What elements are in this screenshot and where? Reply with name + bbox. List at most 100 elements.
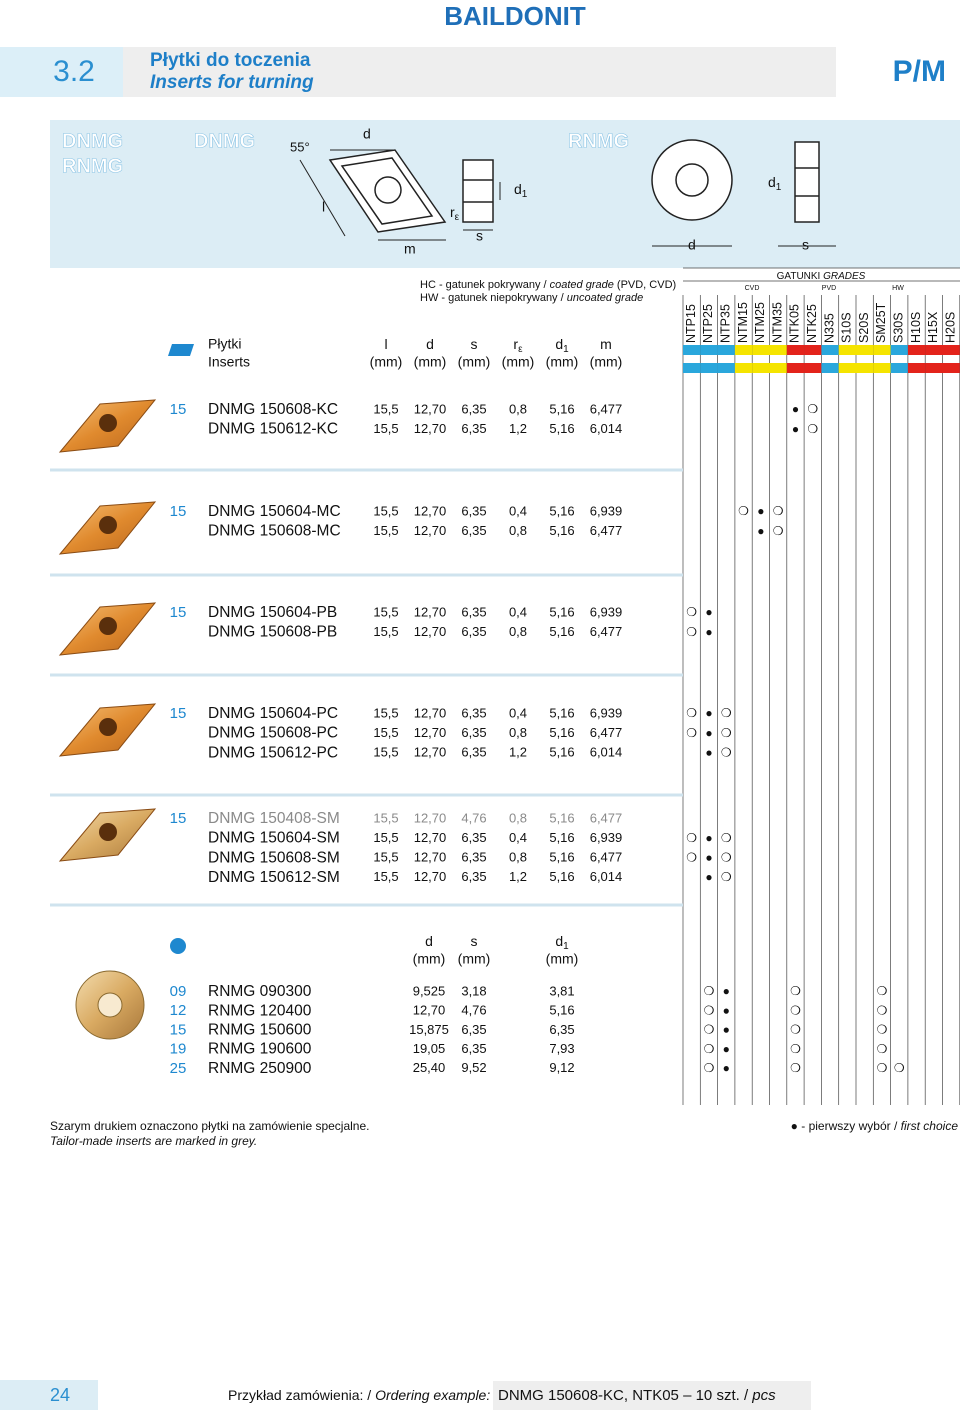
grade-mark: ● (723, 1003, 730, 1017)
dimension-value: 15,5 (373, 624, 398, 639)
grade-mark: ❍ (773, 504, 784, 518)
grade-color (683, 363, 701, 373)
designation: DNMG 150608-SM (208, 849, 340, 866)
dimension-value: 9,525 (413, 983, 446, 998)
inserts-en: Inserts (208, 354, 250, 370)
grade-mark: ● (705, 831, 712, 845)
dim-d1: d1 (514, 181, 528, 200)
grade-name: NTM35 (770, 302, 784, 343)
dimension-value: 12,70 (414, 624, 447, 639)
dimension-value: 12,70 (414, 421, 447, 436)
grade-color (700, 363, 718, 373)
dimension-value: 12,70 (414, 869, 447, 884)
grade-mark: ❍ (721, 870, 732, 884)
grade-color (821, 345, 839, 355)
dimension-value: 12,70 (414, 523, 447, 538)
dimension-value: 15,5 (373, 869, 398, 884)
dimension-value: 1,2 (509, 745, 527, 760)
grade-color (856, 363, 874, 373)
insert-image (58, 602, 157, 656)
designation: RNMG 090300 (208, 983, 312, 1000)
size-label: 12 (170, 1002, 187, 1019)
grade-color (700, 345, 718, 355)
grade-color (907, 363, 926, 373)
size-label: 15 (170, 810, 187, 827)
dimension-value: 12,70 (413, 1003, 446, 1018)
insert-hole (99, 414, 117, 432)
insert-hole (99, 617, 117, 635)
designation: DNMG 150408-SM (208, 810, 340, 827)
dimension-value: 6,014 (590, 745, 623, 760)
dim-header-base: d (425, 933, 433, 949)
designation: RNMG 190600 (208, 1041, 312, 1058)
designation: DNMG 150604-MC (208, 503, 341, 520)
dim-header-sub: 1 (563, 941, 569, 952)
grade-mark: ❍ (721, 850, 732, 864)
dim-l: l (322, 199, 325, 215)
dimension-value: 15,875 (409, 1022, 449, 1037)
grade-color (821, 363, 839, 373)
dimension-value: 0,8 (509, 850, 527, 865)
dimension-value: 5,16 (549, 401, 574, 416)
first-choice-note: ● - pierwszy wybór / first choice (791, 1119, 959, 1133)
grade-mark: ❍ (721, 726, 732, 740)
dim-header-sub: ε (518, 344, 523, 355)
dimension-value: 0,8 (509, 725, 527, 740)
legend-hw: HW - gatunek niepokrywany / uncoated gra… (420, 292, 643, 304)
dim-header-base: s (471, 336, 478, 352)
title-pl: Płytki do toczenia (150, 50, 311, 71)
grade-mark: ● (723, 1061, 730, 1075)
dimension-value: 12,70 (414, 604, 447, 619)
grade-mark: ● (792, 402, 799, 416)
grade-group: HW (892, 285, 904, 292)
dimension-value: 6,939 (590, 705, 623, 720)
grade-name: N335 (822, 313, 836, 343)
size-label: 15 (170, 604, 187, 621)
grade-mark: ❍ (704, 1042, 715, 1056)
grade-name: NTK05 (788, 304, 802, 343)
dimension-value: 0,8 (509, 401, 527, 416)
size-label: 09 (170, 983, 187, 1000)
grade-mark: ● (723, 984, 730, 998)
grade-color (942, 363, 960, 373)
grade-name: NTP35 (719, 304, 733, 343)
page-box (0, 1380, 98, 1410)
dim-r: rε (450, 204, 460, 223)
dim-angle: 55° (290, 139, 310, 154)
grade-mark: ❍ (686, 831, 697, 845)
grade-mark: ❍ (704, 984, 715, 998)
dimension-value: 6,477 (590, 725, 623, 740)
grade-group: CVD (745, 285, 760, 292)
grade-mark: ❍ (704, 1061, 715, 1075)
dimension-value: 12,70 (414, 503, 447, 518)
grade-mark: ❍ (790, 1003, 801, 1017)
dim-s: s (802, 237, 809, 253)
dimension-value: 0,4 (509, 604, 527, 619)
code: P/M (893, 55, 946, 88)
example-label: Przykład zamówienia: / Ordering example: (228, 1387, 490, 1403)
header-band (0, 47, 960, 97)
grade-name: NTM15 (736, 302, 750, 343)
dim-header-base: d (426, 336, 434, 352)
grade-color (752, 363, 770, 373)
grade-color (890, 363, 908, 373)
designation: DNMG 150604-PC (208, 705, 338, 722)
grade-color (873, 345, 891, 355)
grade-group: PVD (822, 285, 836, 292)
dimension-value: 6,014 (590, 421, 623, 436)
dim-m: m (404, 241, 416, 257)
grade-color (734, 363, 753, 373)
dim-header: m (600, 336, 612, 352)
dimension-value: 12,70 (414, 705, 447, 720)
dimension-value: 6,35 (461, 869, 486, 884)
insert-hole (97, 992, 123, 1018)
grade-mark: ● (723, 1042, 730, 1056)
dimension-value: 5,16 (549, 421, 574, 436)
designation: DNMG 150612-KC (208, 421, 338, 438)
dimension-value: 15,5 (373, 745, 398, 760)
dimension-value: 3,18 (461, 983, 486, 998)
dimension-value: 5,16 (549, 830, 574, 845)
dimension-value: 5,16 (549, 604, 574, 619)
dimension-value: 0,4 (509, 705, 527, 720)
grade-mark: ● (723, 1023, 730, 1037)
